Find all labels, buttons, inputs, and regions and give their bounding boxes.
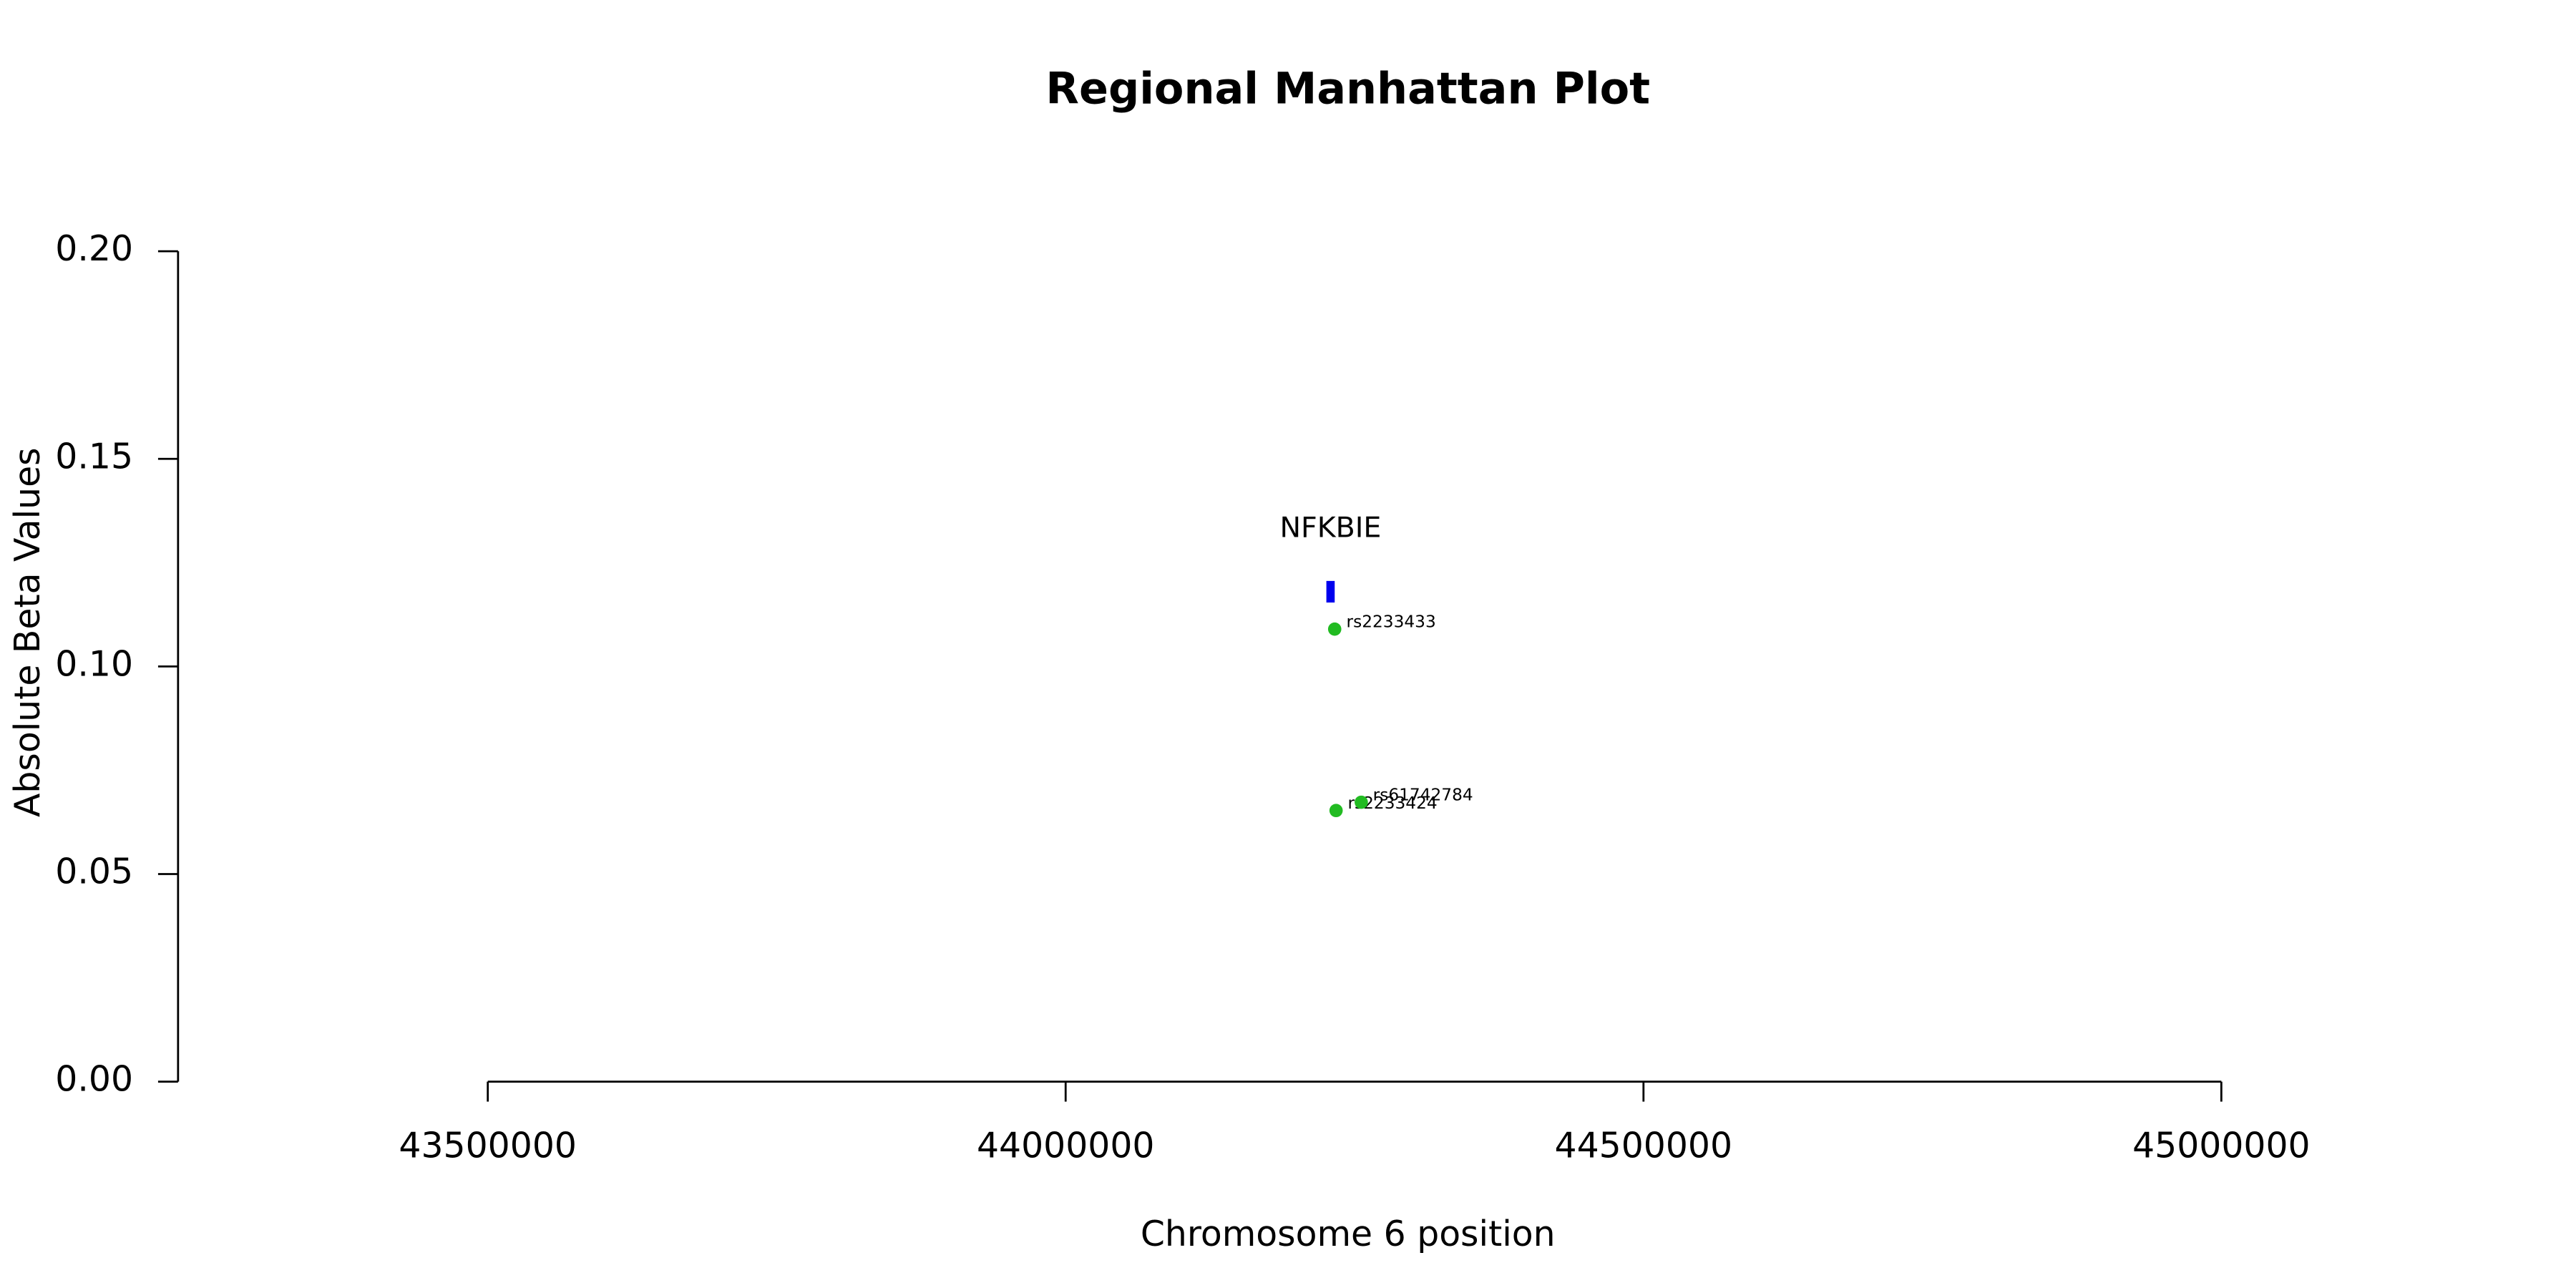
- point-label: rs61742784: [1373, 785, 1473, 804]
- y-tick-label: 0.00: [55, 1059, 133, 1100]
- y-tick-label: 0.10: [55, 643, 133, 684]
- x-tick-label: 44000000: [977, 1126, 1155, 1166]
- point-label: rs2233433: [1347, 612, 1436, 631]
- x-axis-label: Chromosome 6 position: [1141, 1214, 1556, 1254]
- y-tick-label: 0.15: [55, 436, 133, 477]
- x-tick-label: 43500000: [399, 1126, 577, 1166]
- y-axis-label: Absolute Beta Values: [7, 447, 48, 817]
- point: [1329, 804, 1343, 818]
- x-tick-label: 44500000: [1555, 1126, 1733, 1166]
- gene-label: NFKBIE: [1279, 511, 1381, 544]
- point: [1355, 795, 1368, 809]
- x-tick-label: 45000000: [2132, 1126, 2311, 1166]
- gene: [1326, 580, 1335, 603]
- chart-title: Regional Manhattan Plot: [1045, 64, 1650, 114]
- y-tick-label: 0.05: [55, 852, 133, 892]
- point: [1327, 622, 1342, 636]
- y-tick-label: 0.20: [55, 228, 133, 269]
